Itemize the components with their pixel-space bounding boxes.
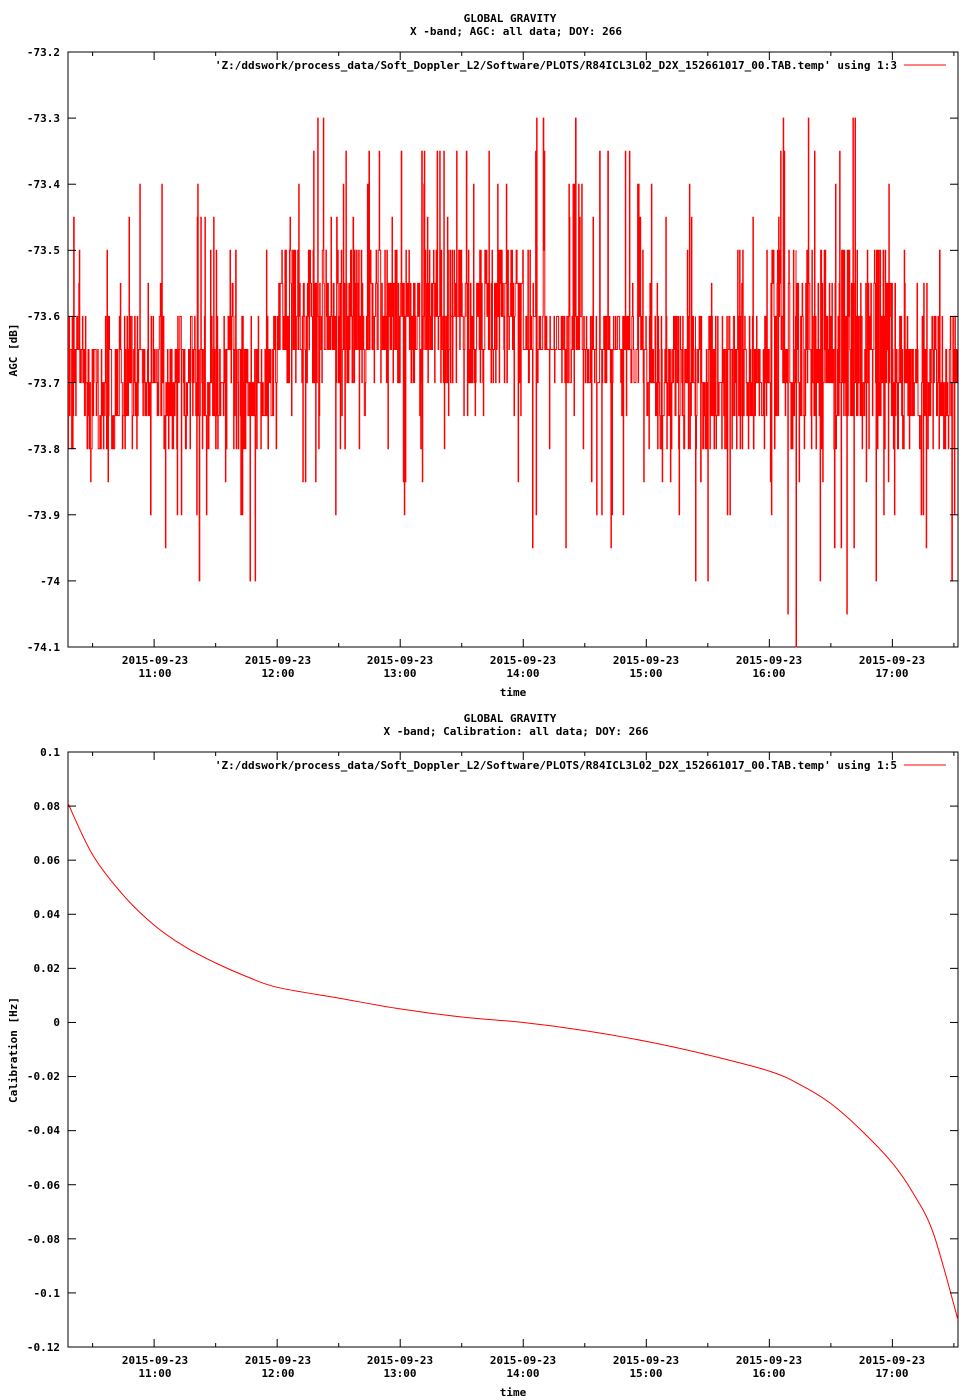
calibration-ytick-label: -0.1 <box>34 1287 61 1300</box>
calibration-xtick-time: 15:00 <box>629 1367 662 1380</box>
calibration-xtick-date: 2015-09-23 <box>122 1354 188 1367</box>
agc-xtick-date: 2015-09-23 <box>490 654 556 667</box>
agc-ytick-label: -73.7 <box>27 377 60 390</box>
agc-x-axis: 2015-09-23 11:00 2015-09-23 12:00 2015-0… <box>122 654 925 680</box>
agc-ytick-label: -74.1 <box>27 641 60 654</box>
agc-xaxis-label: time <box>500 686 527 699</box>
calibration-xtick-time: 11:00 <box>138 1367 171 1380</box>
calibration-ytick-label: -0.06 <box>27 1179 60 1192</box>
agc-xtick-time: 14:00 <box>506 667 539 680</box>
agc-ytick-label: -73.6 <box>27 310 60 323</box>
calibration-ytick-label: 0 <box>53 1016 60 1029</box>
agc-ytick-label: -73.3 <box>27 112 60 125</box>
agc-y-axis: -73.2 -73.3 -73.4 -73.5 -73.6 -73.7 -73.… <box>27 46 60 654</box>
calibration-yaxis-label: Calibration [Hz] <box>7 997 20 1103</box>
agc-ytick-label: -73.8 <box>27 443 60 456</box>
calibration-xaxis-label: time <box>500 1386 527 1399</box>
calibration-legend-label: 'Z:/ddswork/process_data/Soft_Doppler_L2… <box>215 759 897 772</box>
calibration-xtick-date: 2015-09-23 <box>613 1354 679 1367</box>
agc-xtick-date: 2015-09-23 <box>613 654 679 667</box>
calibration-xtick-date: 2015-09-23 <box>736 1354 802 1367</box>
calibration-x-axis: 2015-09-23 11:00 2015-09-23 12:00 2015-0… <box>122 1354 925 1380</box>
calibration-ytick-label: -0.12 <box>27 1341 60 1354</box>
agc-ytick-label: -73.2 <box>27 46 60 59</box>
calibration-legend: 'Z:/ddswork/process_data/Soft_Doppler_L2… <box>215 759 946 772</box>
agc-chart-title: GLOBAL GRAVITY <box>464 12 557 25</box>
calibration-ytick-label: 0.06 <box>34 854 61 867</box>
agc-xtick-date: 2015-09-23 <box>245 654 311 667</box>
calibration-ytick-label: -0.02 <box>27 1070 60 1083</box>
calibration-y-axis: 0.1 0.08 0.06 0.04 0.02 0 -0.02 -0.04 -0… <box>27 746 60 1354</box>
calibration-xtick-time: 17:00 <box>875 1367 908 1380</box>
calibration-xtick-time: 12:00 <box>261 1367 294 1380</box>
agc-xtick-time: 16:00 <box>752 667 785 680</box>
calibration-chart: GLOBAL GRAVITY X -band; Calibration: all… <box>7 712 959 1399</box>
calibration-xtick-date: 2015-09-23 <box>859 1354 925 1367</box>
agc-xtick-time: 17:00 <box>875 667 908 680</box>
calibration-xtick-date: 2015-09-23 <box>490 1354 556 1367</box>
agc-legend-label: 'Z:/ddswork/process_data/Soft_Doppler_L2… <box>215 59 897 72</box>
calibration-ytick-label: -0.08 <box>27 1233 60 1246</box>
calibration-xtick-time: 16:00 <box>752 1367 785 1380</box>
agc-series-line <box>68 117 958 648</box>
agc-yaxis-label: AGC [dB] <box>7 324 20 377</box>
calibration-ytick-label: 0.1 <box>40 746 60 759</box>
agc-xtick-date: 2015-09-23 <box>736 654 802 667</box>
agc-xtick-time: 12:00 <box>261 667 294 680</box>
calibration-chart-subtitle: X -band; Calibration: all data; DOY: 266 <box>384 725 649 738</box>
calibration-y-tickmarks <box>68 751 958 1348</box>
agc-xtick-date: 2015-09-23 <box>122 654 188 667</box>
calibration-xtick-time: 13:00 <box>383 1367 416 1380</box>
calibration-xtick-date: 2015-09-23 <box>367 1354 433 1367</box>
agc-ytick-label: -73.5 <box>27 244 60 257</box>
agc-xtick-date: 2015-09-23 <box>367 654 433 667</box>
agc-ytick-label: -73.4 <box>27 178 60 191</box>
calibration-ytick-label: 0.02 <box>34 962 61 975</box>
calibration-ytick-label: 0.04 <box>34 908 61 921</box>
agc-xtick-time: 13:00 <box>383 667 416 680</box>
agc-series <box>68 117 958 648</box>
agc-xtick-time: 15:00 <box>629 667 662 680</box>
calibration-chart-title: GLOBAL GRAVITY <box>464 712 557 725</box>
calibration-xtick-date: 2015-09-23 <box>245 1354 311 1367</box>
agc-legend: 'Z:/ddswork/process_data/Soft_Doppler_L2… <box>215 59 946 72</box>
calibration-ytick-label: 0.08 <box>34 800 61 813</box>
calibration-ytick-label: -0.04 <box>27 1124 60 1137</box>
agc-ytick-label: -74 <box>40 575 60 588</box>
calibration-xtick-time: 14:00 <box>506 1367 539 1380</box>
agc-chart-subtitle: X -band; AGC: all data; DOY: 266 <box>410 25 622 38</box>
agc-ytick-label: -73.9 <box>27 509 60 522</box>
calibration-series <box>67 803 959 1321</box>
agc-xtick-date: 2015-09-23 <box>859 654 925 667</box>
agc-chart: GLOBAL GRAVITY X -band; AGC: all data; D… <box>7 12 959 699</box>
calibration-x-tickmarks <box>92 752 955 1347</box>
calibration-series-line <box>67 803 959 1321</box>
agc-y-tickmarks <box>68 51 958 648</box>
agc-xtick-time: 11:00 <box>138 667 171 680</box>
agc-x-tickmarks <box>92 52 955 647</box>
calibration-plot-frame <box>67 751 959 1348</box>
